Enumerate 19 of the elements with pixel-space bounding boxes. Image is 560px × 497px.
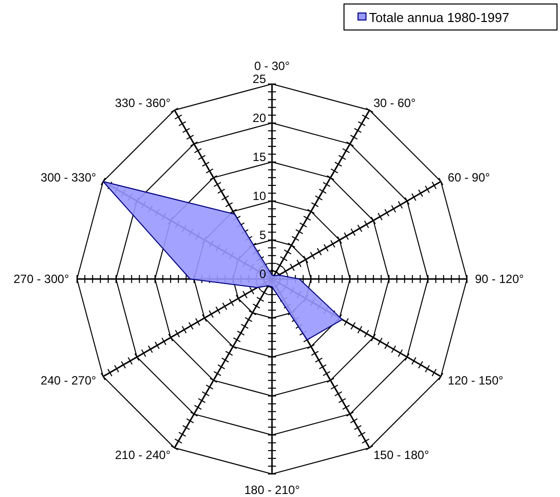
- y-tick-label: 25: [252, 72, 266, 86]
- y-tick-label: 0: [259, 267, 266, 281]
- spoke-label: 210 - 240°: [114, 448, 171, 462]
- legend-label: Totale annua 1980-1997: [369, 10, 510, 25]
- spoke-label: 90 - 120°: [475, 272, 524, 286]
- spoke-label: 0 - 30°: [254, 59, 290, 73]
- y-tick-label: 5: [259, 228, 266, 242]
- y-tick-label: 20: [252, 111, 266, 125]
- spoke-label: 60 - 90°: [448, 170, 490, 184]
- spoke-label: 120 - 150°: [448, 374, 504, 388]
- y-tick-label: 10: [252, 189, 266, 203]
- spoke-label: 270 - 300°: [13, 272, 70, 286]
- spoke-label: 180 - 210°: [244, 483, 300, 497]
- spoke-label: 300 - 330°: [40, 170, 96, 184]
- spoke-label: 150 - 180°: [374, 448, 430, 462]
- spoke-label: 330 - 360°: [114, 96, 171, 110]
- spoke-label: 30 - 60°: [374, 96, 416, 110]
- spoke-label: 240 - 270°: [40, 374, 96, 388]
- y-tick-label: 15: [252, 150, 266, 164]
